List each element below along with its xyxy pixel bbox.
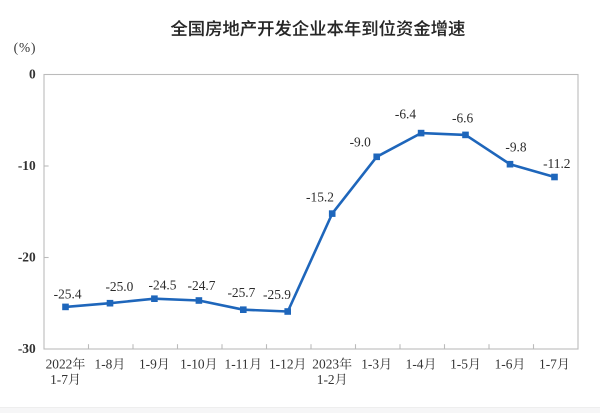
svg-text:-6.4: -6.4 [395, 107, 417, 122]
svg-text:-25.7: -25.7 [227, 285, 255, 300]
svg-text:1-5: 1-5 [450, 357, 468, 372]
svg-text:-25.4: -25.4 [54, 287, 82, 302]
svg-text:-10: -10 [18, 158, 36, 173]
svg-text:1-2: 1-2 [317, 372, 335, 387]
svg-text:1-7: 1-7 [50, 372, 68, 387]
svg-text:1-3: 1-3 [361, 357, 379, 372]
svg-text:-6.6: -6.6 [452, 111, 474, 126]
svg-text:-25.9: -25.9 [263, 287, 291, 302]
svg-text:1-11: 1-11 [225, 357, 249, 372]
svg-text:1-10: 1-10 [180, 357, 205, 372]
svg-text:(%): (%) [14, 40, 37, 55]
svg-text:-20: -20 [18, 250, 36, 265]
svg-text:-15.2: -15.2 [306, 190, 334, 205]
svg-text:0: 0 [29, 67, 36, 82]
svg-text:1-12: 1-12 [269, 357, 294, 372]
svg-text:-11.2: -11.2 [543, 156, 570, 171]
svg-text:1-7: 1-7 [539, 357, 557, 372]
svg-text:2022: 2022 [46, 357, 73, 372]
svg-text:1-6: 1-6 [495, 357, 513, 372]
svg-text:-9.0: -9.0 [350, 135, 372, 150]
svg-text:-9.8: -9.8 [505, 140, 527, 155]
svg-text:-25.0: -25.0 [105, 279, 133, 294]
svg-text:1-8: 1-8 [95, 357, 113, 372]
svg-text:1-9: 1-9 [139, 357, 157, 372]
svg-text:2023: 2023 [312, 357, 339, 372]
svg-text:-24.7: -24.7 [188, 278, 216, 293]
svg-text:-24.5: -24.5 [149, 278, 177, 293]
svg-text:-30: -30 [18, 341, 36, 356]
svg-text:1-4: 1-4 [406, 357, 424, 372]
